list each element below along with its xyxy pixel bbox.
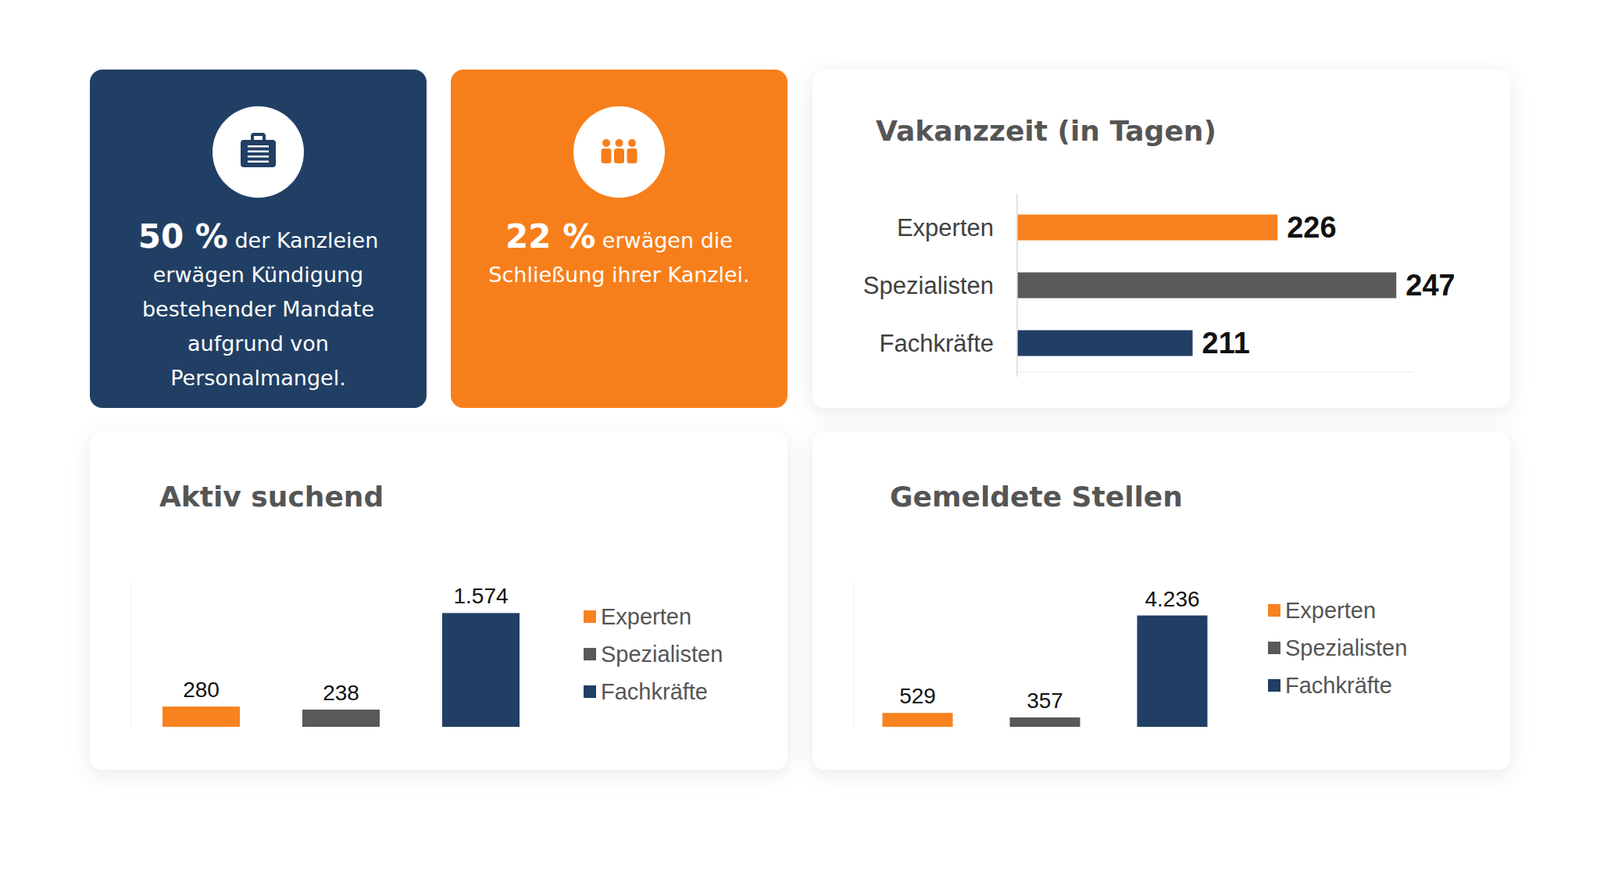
category-label: Spezialisten bbox=[863, 271, 994, 300]
chart-card bbox=[89, 431, 788, 770]
legend-swatch bbox=[1267, 641, 1281, 654]
icon-part bbox=[628, 139, 636, 147]
data-label: 280 bbox=[182, 677, 220, 702]
stat-text: 22 % erwägen die Schließung ihrer Kanzle… bbox=[469, 219, 769, 293]
icon-part bbox=[627, 148, 638, 164]
stat-card: 50 % der Kanzleien erwägen Kündigung bes… bbox=[89, 69, 427, 408]
bar bbox=[1017, 330, 1193, 357]
data-label: 238 bbox=[322, 680, 360, 705]
icon-part bbox=[247, 145, 269, 148]
chart-title: Gemeldete Stellen bbox=[889, 480, 1183, 513]
bars bbox=[162, 612, 520, 727]
legend-swatch bbox=[1267, 678, 1281, 692]
data-label: 4.236 bbox=[1144, 586, 1200, 611]
data-label: 357 bbox=[1026, 688, 1064, 713]
legend-label: Fachkräfte bbox=[600, 678, 708, 704]
category-axis bbox=[1016, 193, 1018, 377]
category-label: Experten bbox=[896, 214, 994, 242]
legend-label: Spezialisten bbox=[600, 641, 723, 667]
bars bbox=[882, 615, 1208, 727]
value-axis bbox=[1017, 371, 1414, 373]
legend-swatch bbox=[1267, 603, 1281, 617]
chart-card bbox=[812, 431, 1511, 770]
legend-label: Fachkräfte bbox=[1285, 672, 1393, 698]
bar bbox=[302, 709, 380, 727]
chart-card bbox=[812, 69, 1511, 408]
bar bbox=[1137, 615, 1208, 727]
bar bbox=[442, 612, 520, 727]
legend-label: Spezialisten bbox=[1285, 635, 1408, 661]
legend-swatch bbox=[583, 647, 597, 661]
data-label: 226 bbox=[1286, 210, 1336, 244]
page: 50 % der Kanzleien erwägen Kündigung bes… bbox=[0, 0, 1600, 880]
bar bbox=[1010, 717, 1081, 727]
bar bbox=[882, 712, 954, 727]
icon-circle bbox=[573, 106, 665, 198]
bar bbox=[162, 706, 240, 727]
value-axis bbox=[853, 582, 855, 727]
chart-title: Vakanzzeit (in Tagen) bbox=[875, 114, 1217, 147]
legend-label: Experten bbox=[600, 603, 692, 629]
data-label: 211 bbox=[1202, 326, 1250, 360]
icon-circle bbox=[212, 106, 304, 198]
chart-title: Aktiv suchend bbox=[159, 480, 384, 513]
icon-part bbox=[247, 160, 269, 164]
value-axis bbox=[131, 582, 133, 727]
data-label: 1.574 bbox=[453, 583, 508, 608]
icon-part bbox=[614, 148, 625, 164]
icon-part bbox=[247, 150, 269, 154]
bars bbox=[1017, 214, 1397, 357]
legend-swatch bbox=[583, 610, 597, 623]
category-label: Fachkräfte bbox=[879, 329, 994, 358]
stat-text: 50 % der Kanzleien erwägen Kündigung bes… bbox=[108, 219, 408, 396]
icon-part bbox=[615, 139, 624, 147]
stat-card: 22 % erwägen die Schließung ihrer Kanzle… bbox=[450, 69, 788, 408]
icon bbox=[573, 106, 665, 198]
data-label: 247 bbox=[1405, 268, 1455, 302]
icon-part bbox=[247, 155, 269, 158]
legend-label: Experten bbox=[1285, 597, 1376, 623]
charts: Vakanzzeit (in Tagen) Experten 226 Speziali… bbox=[0, 0, 1600, 880]
icon-part bbox=[601, 148, 612, 164]
icon bbox=[212, 106, 304, 198]
bar bbox=[1017, 214, 1278, 241]
icon-part bbox=[240, 139, 276, 168]
stat-value: 50 % bbox=[138, 217, 229, 256]
icon-part bbox=[602, 139, 611, 147]
bar bbox=[1017, 272, 1397, 299]
data-label: 529 bbox=[899, 683, 936, 708]
stat-value: 22 % bbox=[505, 217, 596, 256]
legend-swatch bbox=[583, 685, 597, 698]
